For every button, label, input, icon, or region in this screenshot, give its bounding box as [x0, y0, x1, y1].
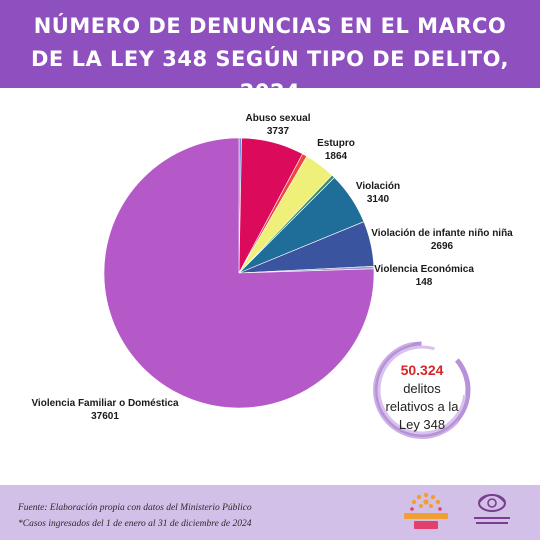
footer-band — [0, 485, 540, 540]
total-caption: delitos relativos a la Ley 348 — [372, 380, 472, 434]
label-estupro-name: Estupro — [317, 138, 355, 149]
total-number: 50.324 — [400, 362, 444, 378]
label-infante-value: 2696 — [431, 241, 454, 252]
brush-circle — [373, 341, 471, 439]
label-abuso-value: 3737 — [267, 126, 290, 137]
observatorio-genero-logo — [474, 494, 510, 524]
pie-labels: Abuso sexual 3737 Estupro 1864 Violación… — [31, 113, 513, 422]
label-infante-name: Violación de infante niño niña — [371, 228, 513, 239]
title-line-1: NÚMERO DE DENUNCIAS EN EL MARCO — [33, 14, 507, 38]
cases-note-line: *Casos ingresados del 1 de enero al 31 d… — [18, 519, 252, 529]
label-economica-value: 148 — [416, 277, 433, 288]
label-familiar-name: Violencia Familiar o Doméstica — [31, 398, 179, 409]
label-violacion-name: Violación — [356, 181, 400, 192]
pie-chart: Abuso sexual 3737 Estupro 1864 Violación… — [31, 113, 513, 422]
title-line-2: DE LA LEY 348 SEGÚN TIPO DE DELITO, 2024 — [30, 47, 509, 104]
source-note: Fuente: Elaboración propia con datos del… — [18, 500, 252, 532]
label-estupro-value: 1864 — [325, 151, 348, 162]
header-banner — [0, 0, 540, 88]
coordinadora-mujer-logo — [404, 492, 448, 529]
total-caption-line-3: Ley 348 — [398, 417, 446, 432]
label-familiar-value: 37601 — [91, 411, 119, 422]
total-caption-line-1: delitos — [403, 381, 441, 396]
label-violacion-value: 3140 — [367, 194, 390, 205]
label-abuso-name: Abuso sexual — [245, 113, 310, 124]
page-title: NÚMERO DE DENUNCIAS EN EL MARCO DE LA LE… — [0, 10, 540, 109]
pie-slice-violencia-familiar-o-domestica — [103, 137, 375, 409]
pie-slices — [103, 137, 375, 409]
total-stat-badge: 50.324 delitos relativos a la Ley 348 — [372, 340, 472, 440]
source-line: Fuente: Elaboración propia con datos del… — [18, 503, 252, 513]
label-economica-name: Violencia Económica — [374, 264, 474, 275]
total-caption-line-2: relativos a la — [385, 399, 459, 414]
